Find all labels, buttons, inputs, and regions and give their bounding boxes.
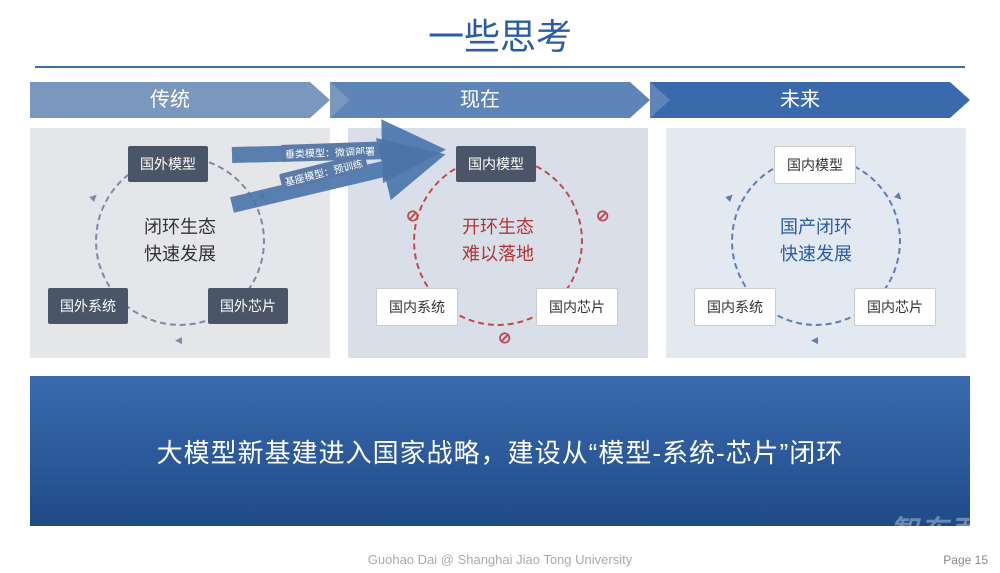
- cycle-arrow-icon: ▸: [85, 188, 102, 205]
- node-box: 国外模型: [128, 146, 208, 182]
- panel-center-text: 开环生态难以落地: [438, 214, 558, 268]
- page-number: Page 15: [943, 553, 988, 567]
- timeline-segment: 传统: [30, 82, 310, 118]
- node-box: 国内系统: [376, 288, 458, 326]
- node-box: 国外系统: [48, 288, 128, 324]
- cycle-arrow-icon: ▸: [721, 188, 738, 205]
- node-box: 国内模型: [774, 146, 856, 184]
- broken-link-icon: ⊘: [406, 206, 419, 226]
- timeline-notch-icon: [650, 82, 670, 118]
- slide-title: 一些思考: [0, 0, 1000, 60]
- timeline-segment: 未来: [650, 82, 950, 118]
- title-underline: [35, 66, 965, 68]
- timeline-bar: 传统现在未来: [30, 82, 970, 118]
- cycle-arrow-icon: ▸: [891, 188, 908, 205]
- timeline-chevron-icon: [630, 82, 650, 118]
- node-box: 国外芯片: [208, 288, 288, 324]
- watermark: 智东西: [890, 509, 980, 549]
- cycle-arrow-icon: ▸: [175, 333, 182, 350]
- slide: 一些思考 传统现在未来 ▸ ▸ ▸ 闭环生态快速发展 国外模型国外系统 国外芯片 开环生态难…: [0, 0, 1000, 573]
- timeline-segment: 现在: [330, 82, 630, 118]
- panels-row: ▸ ▸ ▸ 闭环生态快速发展 国外模型国外系统 国外芯片 开环生态难以落地 国内模型国内系统 国…: [30, 128, 970, 358]
- credit-line: Guohao Dai @ Shanghai Jiao Tong Universi…: [0, 552, 1000, 567]
- cycle-arrow-icon: ▸: [255, 188, 272, 205]
- panel-traditional: ▸ ▸ ▸ 闭环生态快速发展 国外模型国外系统 国外芯片: [30, 128, 330, 358]
- node-box: 国内系统: [694, 288, 776, 326]
- broken-link-icon: ⊘: [498, 328, 511, 348]
- footer-text: 大模型新基建进入国家战略，建设从“模型-系统-芯片”闭环: [157, 433, 844, 470]
- node-box: 国内模型: [456, 146, 536, 182]
- node-box: 国内芯片: [854, 288, 936, 326]
- timeline-notch-icon: [330, 82, 350, 118]
- timeline-chevron-icon: [310, 82, 330, 118]
- cycle-arrow-icon: ▸: [811, 333, 818, 350]
- panel-future: ▸ ▸ ▸ 国产闭环快速发展 国内模型国内系统 国内芯片: [666, 128, 966, 358]
- panel-center-text: 闭环生态快速发展: [120, 214, 240, 268]
- timeline-chevron-icon: [950, 82, 970, 118]
- panel-center-text: 国产闭环快速发展: [756, 214, 876, 268]
- panel-present: 开环生态难以落地 国内模型国内系统 国内芯片 ⊘ ⊘ ⊘: [348, 128, 648, 358]
- footer-banner: 大模型新基建进入国家战略，建设从“模型-系统-芯片”闭环: [30, 376, 970, 526]
- node-box: 国内芯片: [536, 288, 618, 326]
- broken-link-icon: ⊘: [596, 206, 609, 226]
